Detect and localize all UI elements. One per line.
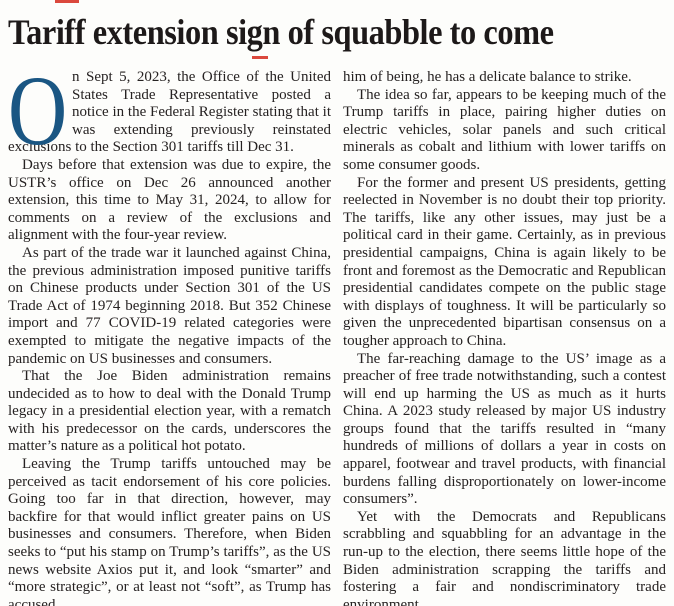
paragraph: For the former and present US presidents… [343,174,666,349]
paragraph-continuation: him of being, he has a delicate balance … [343,69,632,85]
drop-cap: O [8,55,68,166]
red-rule-headline [252,56,268,59]
paragraph: Leaving the Trump tariffs untouched may … [8,456,331,606]
paragraph: The idea so far, appears to be keeping m… [343,86,666,173]
paragraph: The far-reaching damage to the US’ image… [343,350,666,508]
column-right: him of being, he has a delicate balance … [343,69,666,606]
paragraph-text: n Sept 5, 2023, the Office of the United… [8,69,331,156]
paragraph: As part of the trade war it launched aga… [8,244,331,367]
paragraph: Yet with the Democrats and Republicans s… [343,508,666,606]
paragraph: Days before that extension was due to ex… [8,156,331,244]
headline: Tariff extension sign of squabble to com… [8,12,554,52]
paragraph: That the Joe Biden administration remain… [8,368,331,455]
red-rule-top [55,0,79,3]
